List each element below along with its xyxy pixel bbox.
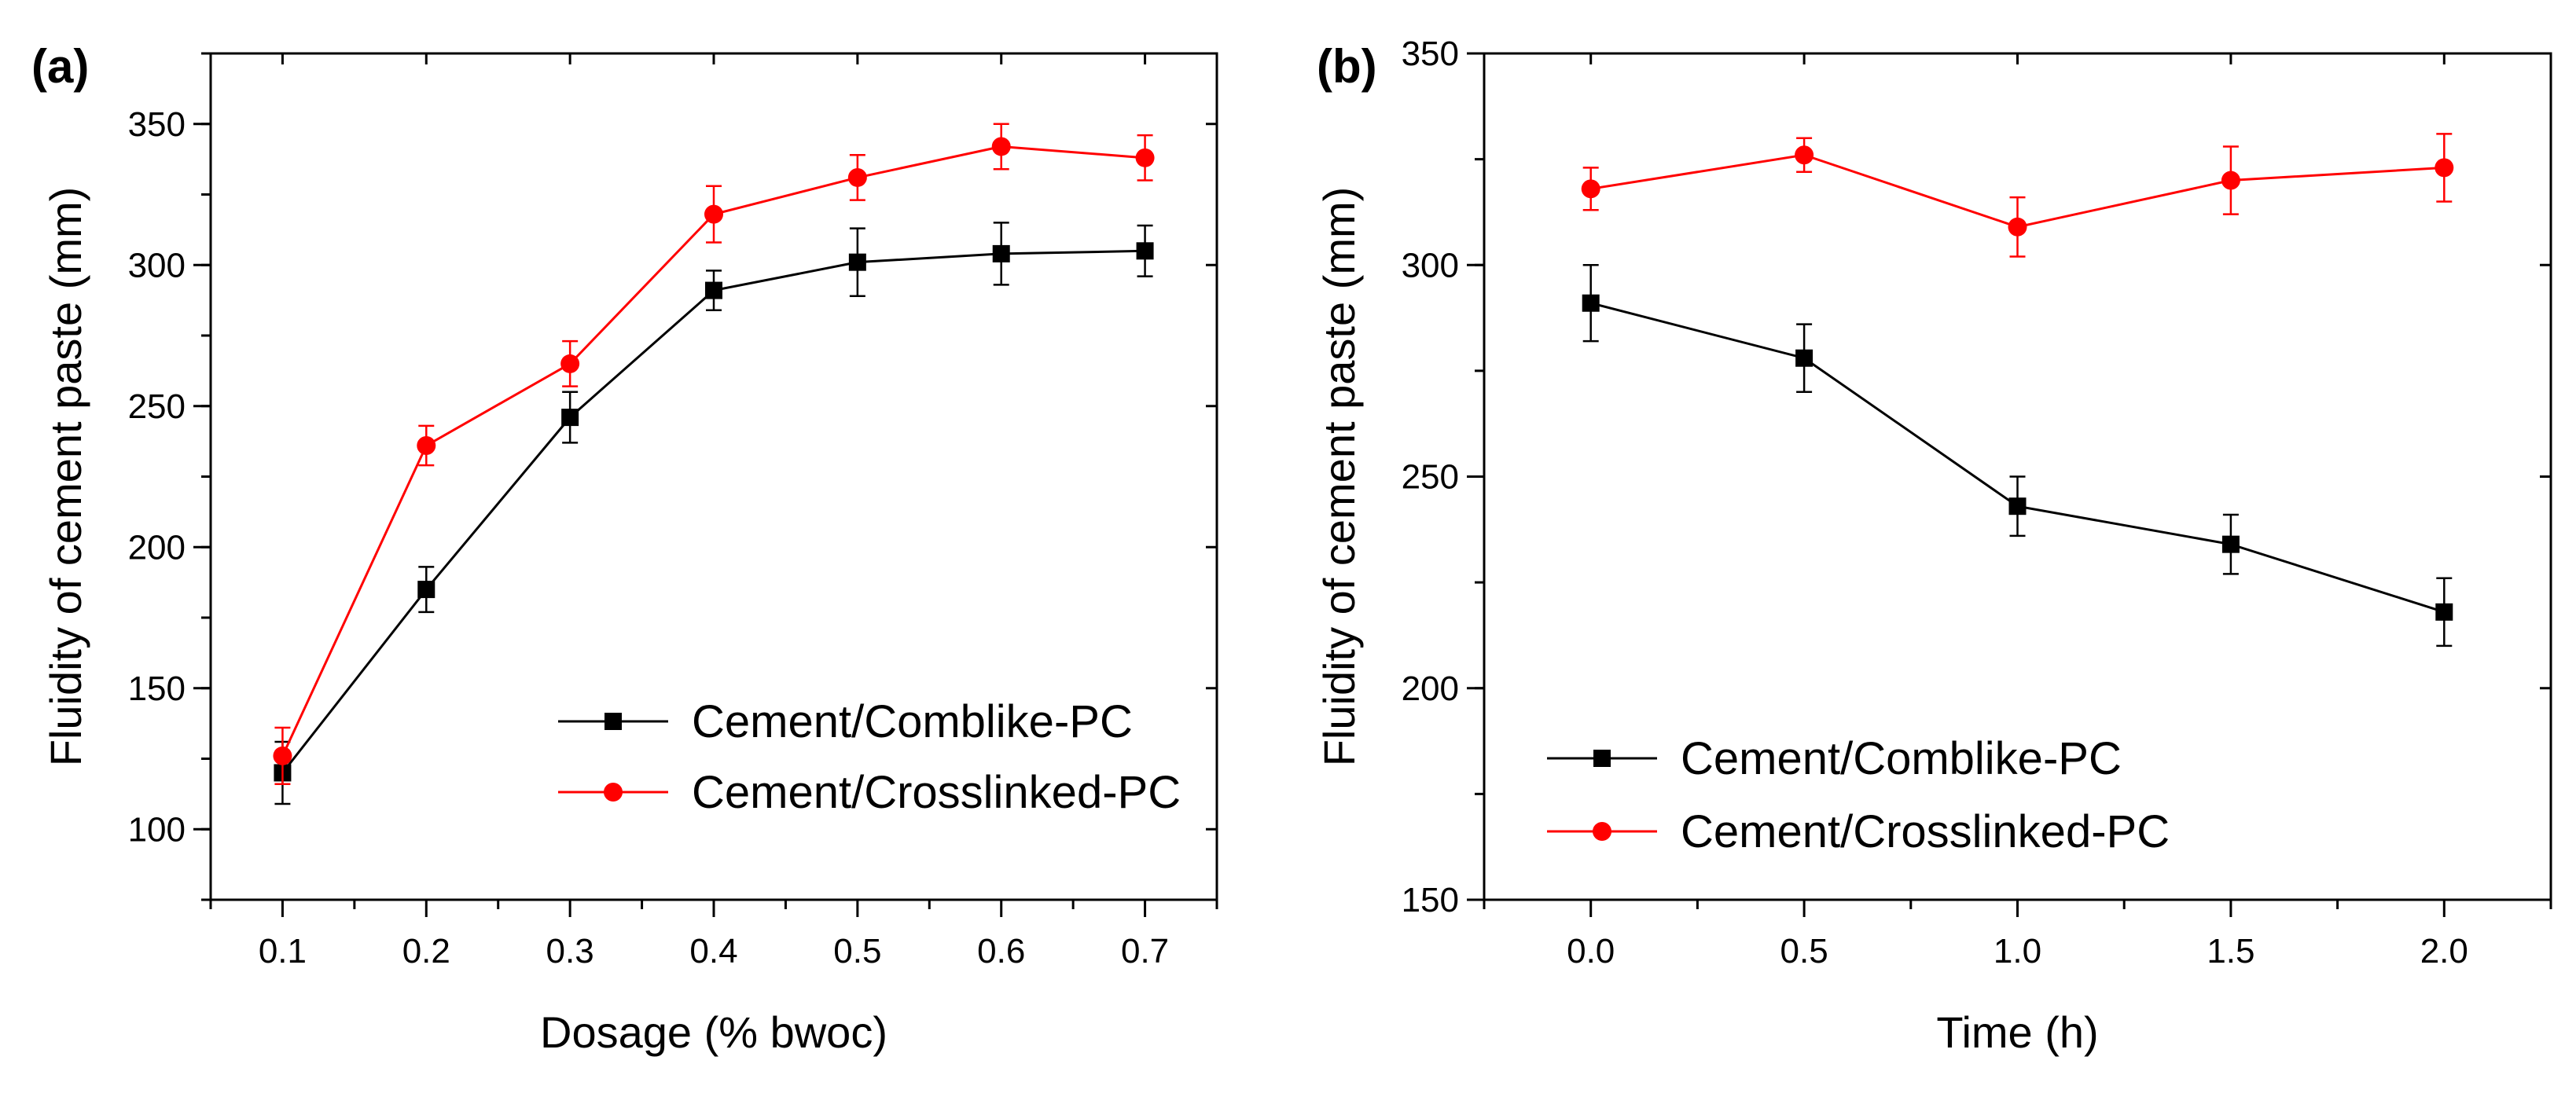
data-point-square — [1582, 294, 1600, 312]
data-point-circle — [847, 167, 867, 187]
data-point-circle — [1581, 179, 1600, 199]
x-tick-label: 0.1 — [259, 932, 307, 970]
data-point-circle — [704, 204, 723, 224]
data-point-circle — [1135, 148, 1155, 167]
x-axis-title: Dosage (% bwoc) — [540, 1007, 887, 1057]
legend-marker-square — [1593, 750, 1611, 767]
legend-label: Cement/Crosslinked-PC — [692, 767, 1181, 818]
series-crosslinked — [1581, 133, 2454, 258]
legend-item-comblike: Cement/Comblike-PC — [1547, 733, 2122, 784]
legend-marker-circle — [1593, 822, 1611, 841]
x-tick-label: 0.4 — [689, 932, 737, 970]
series-comblike — [274, 222, 1154, 805]
legend-marker-square — [604, 713, 622, 730]
data-point-circle — [2435, 158, 2454, 178]
y-tick-label: 200 — [128, 528, 186, 567]
data-point-square — [2008, 497, 2027, 515]
y-tick-label: 100 — [128, 810, 186, 849]
x-tick-label: 0.6 — [977, 932, 1025, 970]
series-line — [1590, 302, 2445, 614]
series-crosslinked — [273, 123, 1155, 786]
data-point-square — [417, 581, 435, 599]
data-point-square — [705, 281, 722, 299]
legend-label: Cement/Crosslinked-PC — [1681, 806, 2170, 857]
data-point-circle — [560, 354, 580, 373]
y-tick-label: 350 — [128, 105, 186, 144]
chart-panel-a: 0.1 0.2 0.3 0.4 0.5 0.6 0.7 100 150 200 250 300 350 D… — [31, 40, 1218, 1057]
y-tick-label: 300 — [128, 246, 186, 284]
x-tick-label: 0.5 — [833, 932, 881, 970]
y-tick-label: 300 — [1402, 246, 1459, 284]
x-tick-label: 0.0 — [1567, 932, 1615, 970]
chart-panel-b: 0.0 0.5 1.0 1.5 2.0 150 200 250 300 350 Time (h) Fl… — [1314, 35, 2552, 1057]
series-comblike — [1582, 264, 2453, 648]
data-point-square — [2435, 603, 2453, 621]
legend: Cement/Comblike-PC Cement/Crosslinked-PC — [558, 696, 1181, 818]
data-point-square — [992, 244, 1010, 262]
data-point-circle — [2008, 217, 2027, 237]
x-tick-label: 0.2 — [402, 932, 450, 970]
data-point-square — [561, 409, 579, 427]
panel-label: (a) — [31, 40, 89, 93]
data-point-circle — [417, 436, 436, 456]
y-tick-label: 200 — [1402, 670, 1459, 708]
legend: Cement/Comblike-PC Cement/Crosslinked-PC — [1547, 733, 2170, 857]
legend-item-comblike: Cement/Comblike-PC — [558, 696, 1133, 747]
x-tick-label: 2.0 — [2420, 932, 2468, 970]
y-tick-label: 150 — [128, 670, 186, 708]
x-tick-label: 0.5 — [1780, 932, 1828, 970]
y-tick-label: 350 — [1402, 35, 1459, 73]
data-point-circle — [991, 137, 1011, 156]
legend-item-crosslinked: Cement/Crosslinked-PC — [558, 767, 1181, 818]
data-point-square — [848, 253, 866, 271]
legend-label: Cement/Comblike-PC — [692, 696, 1133, 747]
x-tick-label: 0.7 — [1121, 932, 1169, 970]
data-point-square — [2221, 535, 2240, 553]
data-point-square — [1136, 242, 1154, 260]
data-point-circle — [1795, 145, 1814, 165]
y-tick-label: 150 — [1402, 881, 1459, 919]
data-point-circle — [273, 746, 292, 765]
y-tick-label: 250 — [128, 387, 186, 426]
series-line — [281, 249, 1145, 774]
y-tick-label: 250 — [1402, 458, 1459, 497]
legend-item-crosslinked: Cement/Crosslinked-PC — [1547, 806, 2170, 857]
x-tick-label: 1.5 — [2207, 932, 2254, 970]
legend-label: Cement/Comblike-PC — [1681, 733, 2122, 784]
data-point-square — [1795, 349, 1813, 367]
x-tick-label: 1.0 — [1994, 932, 2041, 970]
x-tick-label: 0.3 — [546, 932, 594, 970]
y-axis-title: Fluidity of cement paste (mm) — [1314, 187, 1364, 767]
data-point-circle — [2221, 171, 2240, 190]
x-axis-title: Time (h) — [1936, 1007, 2098, 1057]
legend-marker-circle — [604, 783, 623, 802]
panel-label: (b) — [1317, 40, 1377, 93]
y-axis-title: Fluidity of cement paste (mm) — [41, 187, 90, 767]
